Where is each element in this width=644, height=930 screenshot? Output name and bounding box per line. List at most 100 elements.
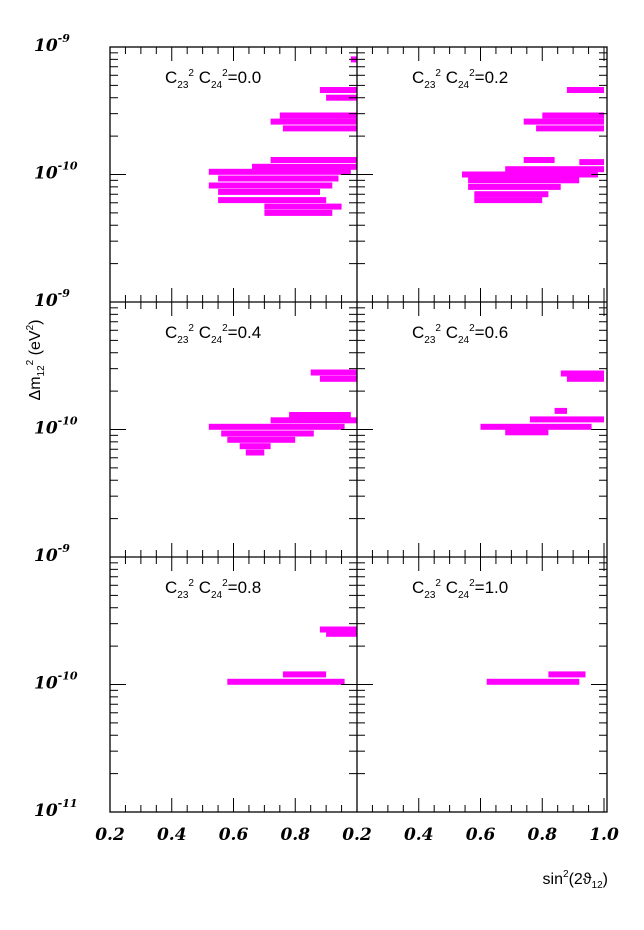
y-tick-label: 10-9 xyxy=(34,287,70,311)
y-tick-label-base: 10 xyxy=(34,164,58,184)
region-band-p2-9 xyxy=(468,177,580,184)
panel-label-c1: C xyxy=(412,578,424,597)
x-tick-label: 0.4 xyxy=(157,825,187,845)
region-band-p2-10 xyxy=(468,183,561,190)
x-tick-label: 0.2 xyxy=(95,825,125,845)
panel-label-5: C232 C242=0.8 xyxy=(165,578,261,601)
panel-label-value: =0.0 xyxy=(228,68,262,87)
region-band-p3-8 xyxy=(239,443,271,450)
region-band-p3-9 xyxy=(245,449,265,456)
x-tick-label: 0.6 xyxy=(219,825,249,845)
region-band-p3-3 xyxy=(289,412,351,418)
panel-label-sub1: 23 xyxy=(177,80,189,91)
x-tick-label: 1.0 xyxy=(589,825,619,845)
region-band-p5-1 xyxy=(319,626,357,633)
region-band-p2-4 xyxy=(536,125,604,132)
region-band-p5-3 xyxy=(282,671,327,678)
region-band-p1-8 xyxy=(252,163,357,170)
panel-label-c2: C xyxy=(194,578,211,597)
y-tick-label: 10-10 xyxy=(34,670,78,694)
panel-label-sub1: 23 xyxy=(424,80,436,91)
region-band-p2-1 xyxy=(566,87,604,93)
x-axis-title-end: ) xyxy=(603,871,608,888)
panel-label-4: C232 C242=0.6 xyxy=(412,323,508,346)
y-axis-title-end: ) xyxy=(27,320,44,325)
region-band-p2-12 xyxy=(474,197,543,204)
region-band-p1-6 xyxy=(282,125,357,132)
region-band-p3-2 xyxy=(319,375,357,382)
panel-label-c1: C xyxy=(412,68,424,87)
region-band-p2-3 xyxy=(523,118,604,125)
region-band-p1-4 xyxy=(279,112,357,119)
panel-label-sup2: 2 xyxy=(469,578,475,589)
region-band-p4-1 xyxy=(560,370,604,377)
region-band-p1-12 xyxy=(218,188,320,195)
region-band-p4-3 xyxy=(554,407,567,414)
panel-label-sup1: 2 xyxy=(435,68,441,79)
y-tick-label-base: 10 xyxy=(34,419,58,439)
y-axis-title-mid: (eV xyxy=(27,330,44,360)
region-band-p1-13 xyxy=(218,197,327,204)
panel-label-sup1: 2 xyxy=(188,68,194,79)
panel-label-value: =0.6 xyxy=(475,323,509,342)
panel-label-sub1: 23 xyxy=(424,335,436,346)
region-band-p2-5 xyxy=(523,157,555,163)
y-tick-label-exponent: -9 xyxy=(58,32,71,45)
panel-label-c2: C xyxy=(194,68,211,87)
x-tick-label: 0.2 xyxy=(342,825,372,845)
x-tick-label: 0.8 xyxy=(527,825,557,845)
panel-label-c2: C xyxy=(194,323,211,342)
region-band-p1-14 xyxy=(264,203,342,210)
y-tick-label: 10-10 xyxy=(34,415,78,439)
panel-label-2: C232 C242=0.2 xyxy=(412,68,508,91)
panel-label-sup1: 2 xyxy=(188,323,194,334)
y-tick-label-base: 10 xyxy=(34,674,58,694)
panel-label-sub2: 24 xyxy=(211,590,223,601)
x-axis-title-sub: 12 xyxy=(592,880,604,891)
y-tick-label-base: 10 xyxy=(34,291,58,311)
y-tick-label-exponent: -10 xyxy=(58,670,78,683)
region-band-p5-4 xyxy=(227,678,345,685)
panel-label-sup1: 2 xyxy=(188,578,194,589)
region-band-p1-5 xyxy=(270,118,357,125)
region-band-p6-1 xyxy=(548,671,586,678)
x-axis-title-base: sin xyxy=(543,871,563,888)
y-tick-label-exponent: -9 xyxy=(58,287,71,300)
x-tick-label: 0.6 xyxy=(466,825,496,845)
panel-label-sub2: 24 xyxy=(458,590,470,601)
y-axis-title-sup2: 2 xyxy=(25,324,36,330)
y-axis-title-sup: 2 xyxy=(25,359,36,365)
x-tick-label: 0.8 xyxy=(280,825,310,845)
x-axis-title-mid: (2ϑ xyxy=(569,871,592,888)
region-band-p1-9 xyxy=(208,168,351,175)
panel-label-sub1: 23 xyxy=(177,590,189,601)
panel-label-6: C232 C242=1.0 xyxy=(412,578,508,601)
panel-label-sub1: 23 xyxy=(177,335,189,346)
y-tick-label: 10-11 xyxy=(34,797,78,821)
panel-label-c1: C xyxy=(412,323,424,342)
panel-label-value: =0.4 xyxy=(228,323,262,342)
y-axis-title: Δm122 (eV2) xyxy=(25,320,47,401)
panel-label-value: =0.2 xyxy=(475,68,509,87)
panel-label-sub2: 24 xyxy=(458,335,470,346)
region-band-p4-2 xyxy=(566,375,604,382)
y-tick-label: 10-9 xyxy=(34,542,70,566)
panel-label-sub2: 24 xyxy=(211,80,223,91)
panel-label-sup2: 2 xyxy=(469,323,475,334)
x-tick-label: 0.4 xyxy=(404,825,434,845)
region-band-p2-2 xyxy=(542,112,605,119)
region-band-p4-4 xyxy=(529,416,604,423)
panel-label-sup2: 2 xyxy=(222,68,228,79)
region-band-p6-2 xyxy=(486,678,580,685)
region-band-p2-8 xyxy=(462,171,598,178)
panel-label-c2: C xyxy=(441,323,458,342)
y-tick-label-base: 10 xyxy=(34,546,58,566)
region-band-p3-7 xyxy=(227,436,296,443)
region-band-p1-7 xyxy=(270,157,357,163)
panel-label-c1: C xyxy=(165,578,177,597)
panel-label-sup1: 2 xyxy=(435,578,441,589)
panel-label-c2: C xyxy=(441,68,458,87)
panel-label-c1: C xyxy=(165,68,177,87)
